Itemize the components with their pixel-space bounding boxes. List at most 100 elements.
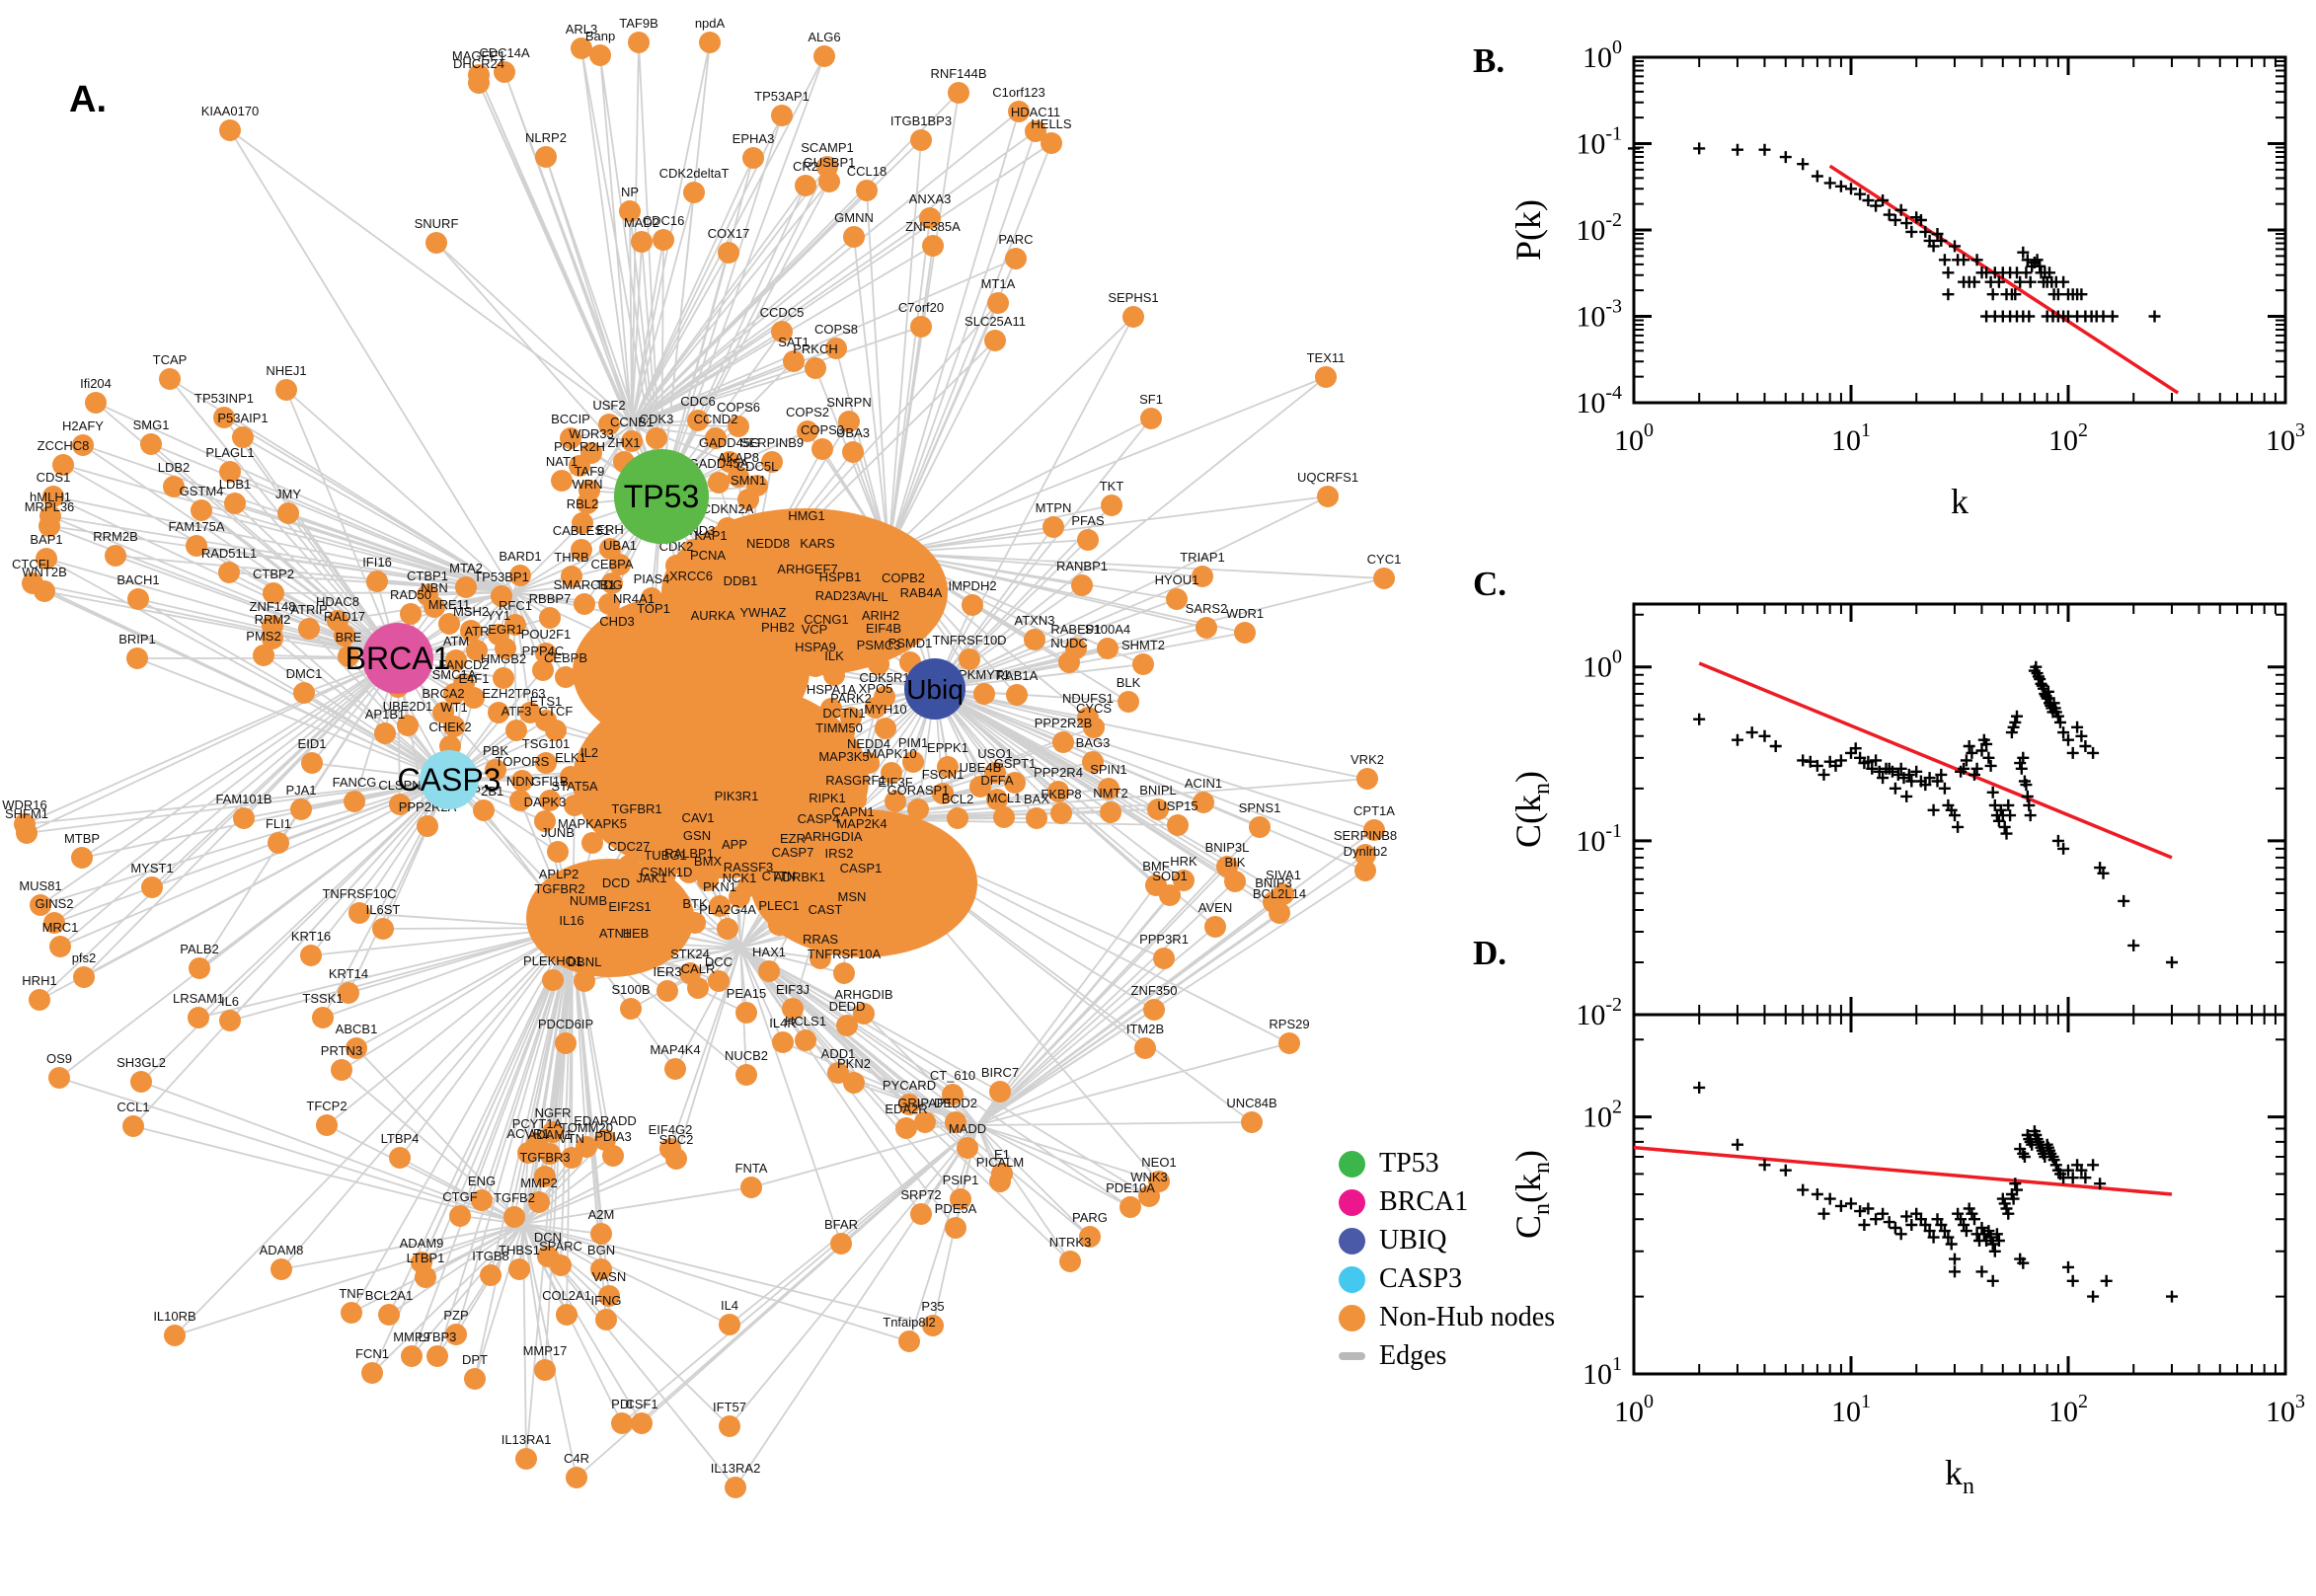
network-node-label: CAPN1 [831,804,874,819]
network-node-label: DCN [534,1230,562,1245]
network-node [761,451,783,473]
network-node [717,517,738,539]
network-node-label: PPP4C [522,644,565,658]
network-node-label: CDK3 [640,412,674,426]
panel-a-label: A. [69,79,107,120]
network-node [702,624,724,646]
network-node-label: TP53AP1 [754,89,810,104]
network-node-label: JUNB [541,825,575,840]
network-node [191,499,212,521]
network-node-label: COX17 [708,226,750,241]
network-node [389,794,411,815]
network-node-label: DFFA [980,773,1014,788]
network-node [233,807,255,829]
x-axis-title-B: k [1951,482,1969,521]
network-node [653,229,674,251]
network-node-label: XPO5 [859,681,893,696]
network-node-label: MSN [838,889,867,904]
network-node-label: ACVR1 [506,1126,549,1141]
network-node [768,914,790,936]
network-node-label: NAT1 [546,454,578,469]
network-node-label: FSCN1 [922,767,965,782]
network-node [845,789,867,810]
network-node [606,630,628,651]
network-node [892,586,914,608]
network-node [827,1062,849,1084]
network-node [605,891,627,913]
network-node [609,554,631,575]
network-node-label: DEDD2 [934,1096,977,1110]
network-node [590,1223,612,1245]
network-node [599,538,621,560]
network-node [829,585,851,607]
network-node [1315,366,1337,388]
network-node [1143,999,1165,1021]
legend-dot-swatch [1339,1265,1365,1293]
network-node-label: MRPL36 [25,499,75,514]
network-node-label: PSMC3 [857,638,901,652]
network-node [818,171,840,192]
network-node-label: CASP4 [798,811,840,826]
network-node [1138,1185,1160,1207]
network-node [1132,653,1154,675]
legend-edge-swatch [1339,1352,1365,1360]
network-node-label: VRK2 [1351,752,1384,767]
network-node [604,942,626,963]
network-node [1008,101,1030,122]
network-node [726,804,747,826]
network-node-label: EDA2R [885,1102,927,1116]
network-node-label: SPIN1 [1090,762,1127,777]
network-node-label: BCL2L14 [1253,886,1306,901]
network-node-label: SNURF [415,216,459,231]
network-node-label: PFAS [1071,513,1105,528]
network-node [687,977,709,999]
network-node-label: BGN [587,1243,615,1257]
network-node-label: BRCA2 [422,686,464,701]
network-node [833,765,855,787]
network-node-label: PKMYT1 [959,667,1010,682]
network-node [560,427,581,449]
network-node-label: LTBP4 [381,1131,420,1146]
network-node [950,1188,971,1210]
legend-dot-swatch [1339,1188,1365,1216]
major-ticks-C [1632,604,2287,1017]
network-node-label: PARG [1072,1210,1108,1225]
network-node [270,1258,292,1280]
network-node-label: LTBP1 [407,1251,445,1265]
network-node-label: IL13RA1 [502,1432,552,1447]
network-node-label: IRS2 [825,846,854,861]
network-node [1196,617,1217,639]
network-node [1356,768,1378,790]
x-tick-label-D: 100 [1614,1391,1654,1428]
network-node [682,539,704,561]
nodes-layer [14,32,1395,1498]
network-node [782,998,804,1020]
network-node [724,853,745,874]
network-node [771,321,793,342]
network-node-label: NUCB2 [725,1048,768,1063]
network-node [1058,651,1080,673]
network-node-label: OS9 [46,1051,72,1066]
network-node-label: KRT16 [291,929,331,944]
network-node [488,702,509,723]
network-node [729,886,750,908]
network-node-label: Tnfaip8l2 [883,1315,935,1330]
network-node-label: CEBPB [544,650,587,665]
network-node [1269,902,1290,924]
network-node [445,1324,467,1345]
network-node [643,617,664,639]
network-node-label: UBA3 [836,425,870,440]
network-node [576,1136,597,1158]
network-node [932,783,954,804]
network-node-label: AURKA [691,608,735,623]
network-node-label: DMC1 [286,666,323,681]
network-node-label: TKT [1100,479,1124,494]
network-node-label: PKN1 [703,879,736,894]
network-node [1173,870,1195,891]
network-node [219,461,241,483]
network-node [822,845,844,867]
network-node [589,44,611,66]
network-node-label: ATXN3 [1015,613,1055,628]
network-node [783,350,805,372]
network-node [601,572,623,594]
